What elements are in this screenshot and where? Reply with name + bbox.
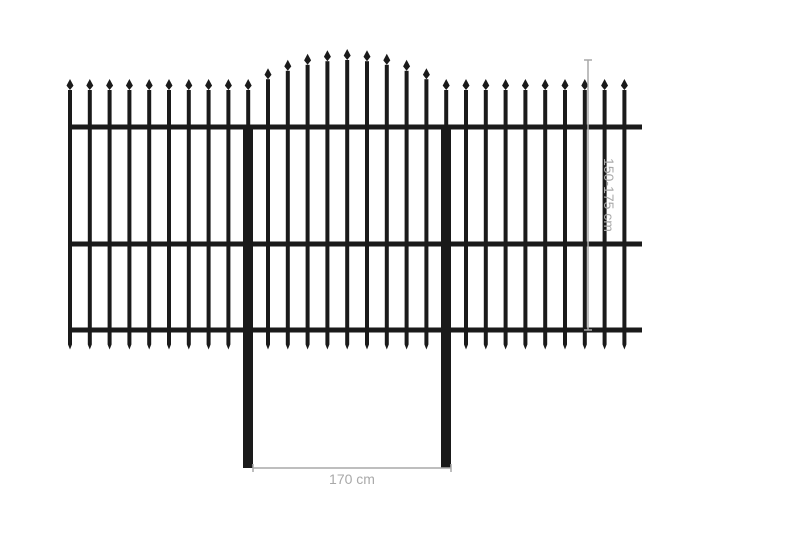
width-label: 170 cm xyxy=(329,471,375,487)
height-label: 150-175 cm xyxy=(601,158,617,232)
fence-diagram: 170 cm 150-175 cm xyxy=(0,0,800,533)
